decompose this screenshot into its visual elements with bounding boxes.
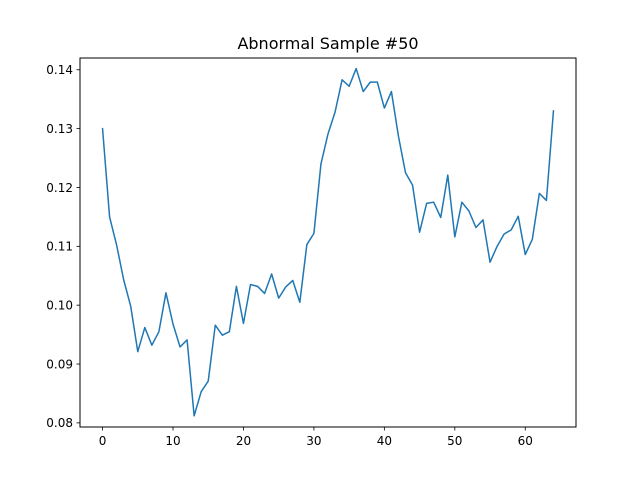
y-axis: 0.08 0.09 0.10 0.11 0.12 0.13 0.14	[46, 63, 80, 430]
y-tick-label: 0.08	[46, 416, 73, 430]
y-tick-label: 0.13	[46, 122, 73, 136]
y-tick-label: 0.09	[46, 357, 73, 371]
series-line	[101, 67, 555, 417]
y-tick-label: 0.14	[46, 63, 73, 77]
chart-title: Abnormal Sample #50	[237, 34, 418, 53]
x-tick-label: 20	[236, 434, 251, 448]
y-tick-label: 0.12	[46, 181, 73, 195]
x-tick-label: 0	[99, 434, 107, 448]
y-tick-label: 0.10	[46, 298, 73, 312]
plot-frame	[79, 57, 577, 428]
x-axis: 0 10 20 30 40 50 60	[99, 427, 533, 448]
x-tick-label: 30	[306, 434, 321, 448]
x-tick-label: 10	[165, 434, 180, 448]
x-tick-label: 50	[447, 434, 462, 448]
x-tick-label: 60	[518, 434, 533, 448]
y-tick-label: 0.11	[46, 240, 73, 254]
x-tick-label: 40	[377, 434, 392, 448]
